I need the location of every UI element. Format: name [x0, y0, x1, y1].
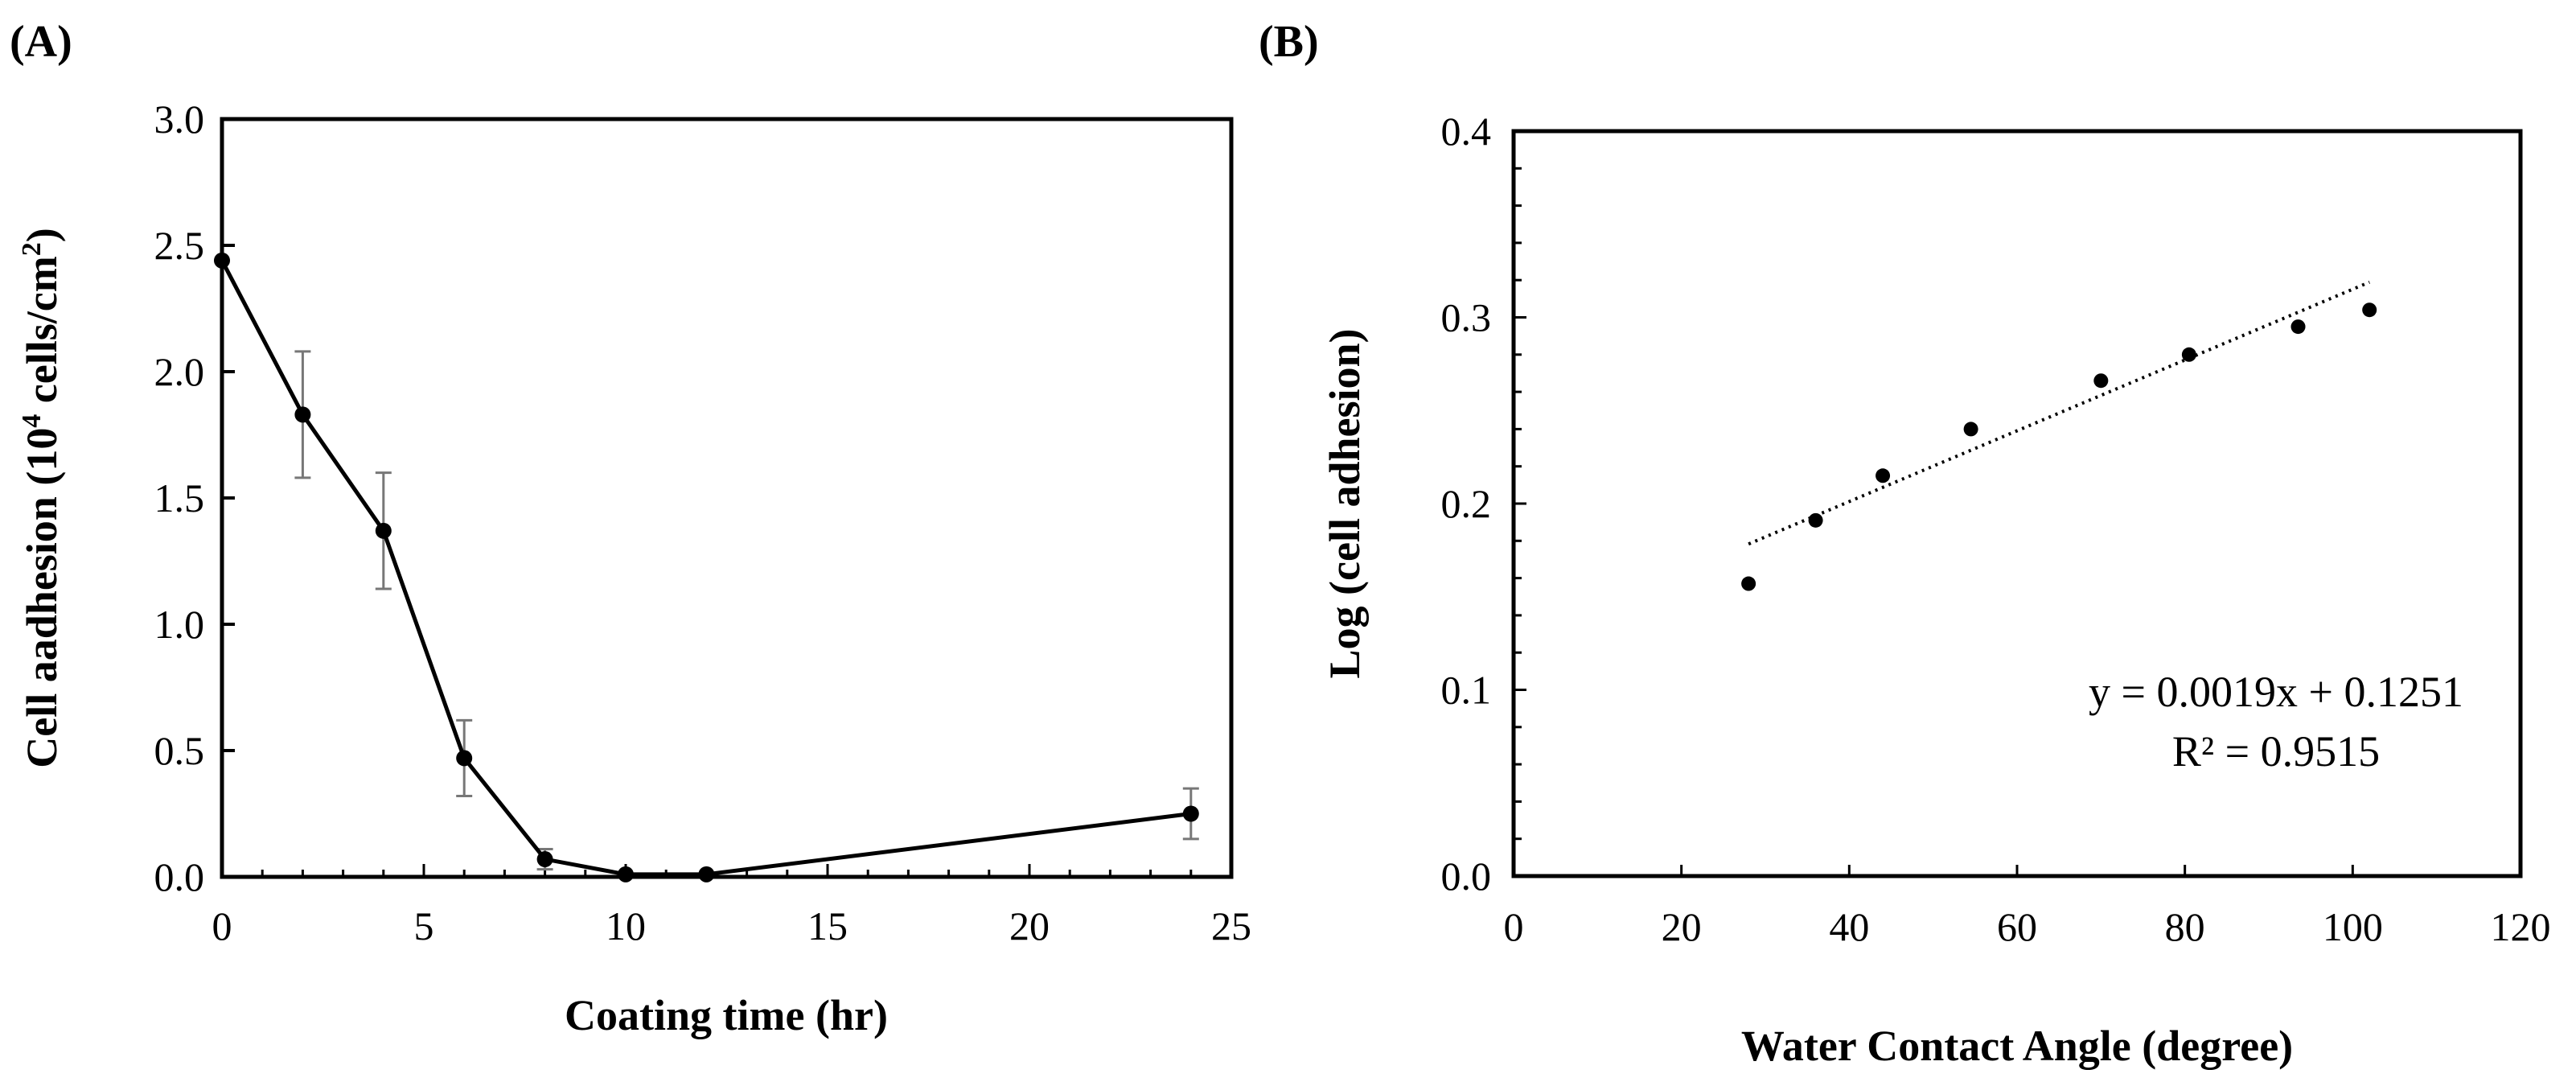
- x-tick-label: 0: [212, 903, 232, 948]
- data-point: [2290, 319, 2306, 335]
- data-point: [1876, 468, 1891, 483]
- y-tick-label: 2.5: [154, 223, 205, 268]
- y-tick-label: 0.1: [1441, 668, 1492, 713]
- x-tick-label: 0: [1504, 904, 1524, 949]
- x-tick-label: 25: [1211, 903, 1251, 948]
- panel-b-y-axis-title: Log (cell adhesion): [1321, 328, 1369, 678]
- x-tick-label: 120: [2491, 904, 2551, 949]
- panel-b-y-ticks: 0.0 0.1 0.2 0.3 0.4: [1441, 109, 1526, 899]
- panel-a-label: (A): [10, 17, 72, 67]
- panel-b: (B) 0.0 0.1 0.2 0.3 0.4 0 20 40 60 80 100 120 y = …: [1259, 17, 2551, 1070]
- panel-a-y-ticks: 0.0 0.5 1.0 1.5 2.0 2.5 3.0: [154, 97, 235, 899]
- panel-b-x-ticks: 0 20 40 60 80 100 120: [1504, 865, 2551, 949]
- panel-a-y-axis-title: Cell aadhesion (104 cells/cm2): [17, 228, 66, 767]
- data-point: [214, 252, 230, 269]
- y-tick-label: 0.0: [154, 854, 205, 899]
- y-tick-label: 0.4: [1441, 109, 1492, 154]
- x-tick-label: 20: [1662, 904, 1702, 949]
- x-tick-label: 100: [2323, 904, 2383, 949]
- x-tick-label: 20: [1009, 903, 1050, 948]
- data-point: [2093, 373, 2109, 389]
- x-tick-label: 10: [606, 903, 646, 948]
- data-point: [1808, 512, 1823, 528]
- y-tick-label: 1.0: [154, 602, 205, 647]
- panel-b-r-squared: R² = 0.9515: [2172, 727, 2380, 776]
- panel-a-x-ticks: 0 5 10 15 20 25: [212, 864, 1251, 948]
- panel-b-points: [1741, 302, 2377, 591]
- x-tick-label: 80: [2165, 904, 2205, 949]
- panel-a-error-bars: [294, 350, 1199, 871]
- data-point: [618, 866, 634, 882]
- data-point: [456, 750, 473, 767]
- x-tick-label: 60: [1997, 904, 2037, 949]
- panel-b-trendline: [1748, 280, 2370, 546]
- y-tick-label: 0.0: [1441, 854, 1492, 899]
- y-tick-label: 0.5: [154, 728, 205, 773]
- data-point: [375, 522, 392, 539]
- y-tick-label: 0.3: [1441, 295, 1492, 340]
- panel-a-points: [214, 252, 1199, 882]
- x-tick-label: 15: [807, 903, 848, 948]
- y-tick-label: 3.0: [154, 97, 205, 142]
- panel-b-x-axis-title: Water Contact Angle (degree): [1741, 1022, 2293, 1070]
- x-tick-label: 40: [1829, 904, 1869, 949]
- panel-b-equation: y = 0.0019x + 0.1251: [2089, 668, 2463, 716]
- panel-a-plot-area: [220, 117, 1234, 879]
- y-tick-label: 2.0: [154, 349, 205, 394]
- data-point: [1182, 805, 1199, 822]
- data-point: [294, 406, 311, 423]
- panel-a: (A) 0.0 0.5 1.0 1.5 2.0 2.5 3.0 0 5 10 15 20 25 Coa…: [10, 17, 1251, 1039]
- y-tick-label: 1.5: [154, 475, 205, 520]
- data-point: [1963, 422, 1978, 437]
- y-tick-label: 0.2: [1441, 481, 1492, 526]
- data-point: [2362, 302, 2377, 318]
- panel-b-label: (B): [1259, 17, 1319, 67]
- panel-a-x-axis-title: Coating time (hr): [565, 991, 888, 1039]
- data-point: [536, 851, 553, 868]
- x-tick-label: 5: [414, 903, 434, 948]
- data-point: [1741, 576, 1756, 591]
- data-point: [2181, 347, 2196, 362]
- data-point: [698, 866, 715, 882]
- panel-a-series-line: [220, 259, 1192, 877]
